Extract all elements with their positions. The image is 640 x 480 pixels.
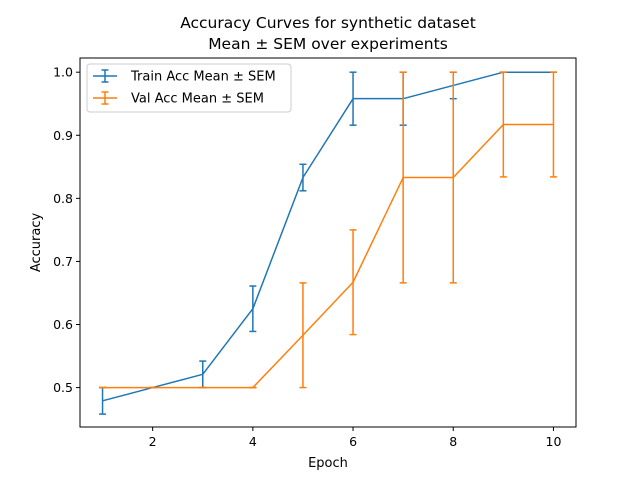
x-tick-label: 2 — [149, 434, 157, 449]
x-tick-label: 8 — [449, 434, 457, 449]
y-tick-label: 1.0 — [53, 65, 73, 80]
y-axis: 0.5 0.6 0.7 0.8 0.9 1.0 — [53, 65, 80, 395]
series-val — [99, 71, 557, 389]
x-tick-label: 10 — [546, 434, 562, 449]
x-axis-label: Epoch — [308, 456, 348, 471]
legend: Train Acc Mean ± SEM Val Acc Mean ± SEM — [86, 63, 292, 113]
x-tick-label: 4 — [249, 434, 257, 449]
chart-title-line2: Mean ± SEM over experiments — [208, 35, 448, 53]
x-tick-label: 6 — [349, 434, 357, 449]
x-axis: 2 4 6 8 10 — [149, 427, 562, 449]
y-tick-label: 0.8 — [53, 191, 73, 206]
y-tick-label: 0.7 — [53, 254, 73, 269]
series-line — [102, 71, 554, 402]
legend-entry: Train Acc Mean ± SEM — [93, 69, 276, 85]
legend-label: Train Acc Mean ± SEM — [130, 70, 276, 85]
series-line — [102, 123, 554, 389]
chart-title-line1: Accuracy Curves for synthetic dataset — [180, 14, 476, 32]
legend-box — [86, 63, 292, 113]
y-tick-label: 0.9 — [53, 128, 73, 143]
y-tick-label: 0.5 — [53, 380, 73, 395]
legend-label: Val Acc Mean ± SEM — [131, 92, 264, 107]
legend-entry: Val Acc Mean ± SEM — [93, 91, 264, 107]
y-tick-label: 0.6 — [53, 317, 73, 332]
y-axis-label: Accuracy — [29, 213, 44, 273]
plot-area — [99, 71, 557, 415]
series-train — [99, 71, 557, 415]
axes-frame — [79, 57, 577, 428]
